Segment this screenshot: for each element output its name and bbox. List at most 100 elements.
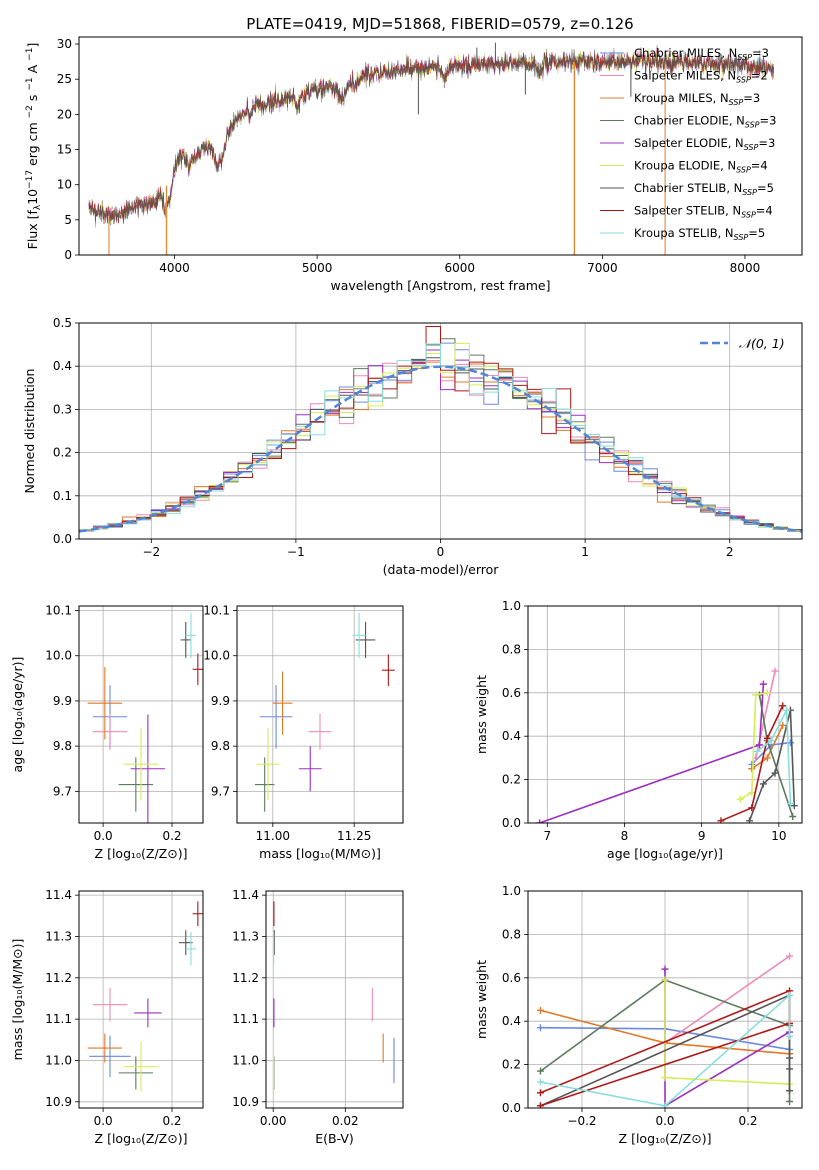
spectrum-legend: Chabrier MILES, NSSP=3 Salpeter MILES, NS…: [600, 46, 776, 242]
z_vs_mass-plot-area: [87, 901, 203, 1092]
y-tick-label: 0.0: [502, 1101, 521, 1115]
y-tick-label: 0.0: [502, 816, 521, 830]
y-axis-label: mass weight: [474, 960, 489, 1039]
errorbar-point: [352, 612, 366, 658]
weight-marker: [748, 765, 756, 773]
x-tick-label: −0.2: [567, 1114, 596, 1128]
legend-entry: Chabrier MILES, NSSP=3: [634, 46, 769, 62]
errorbar-point: [256, 728, 280, 801]
weight-marker: [759, 680, 767, 688]
y-tick-label: 0.8: [502, 642, 521, 656]
z_vs_age-axes: 0.0 0.2 9.7 9.8 9.9 10.0 10.1 Z [log₁₀(Z/Z⊙)] ag…: [10, 604, 204, 861]
errorbar-point: [87, 1033, 123, 1063]
spectrum-plot-area: [88, 42, 774, 255]
errorbar-point: [89, 1035, 131, 1077]
legend-entry: Kroupa STELIB, NSSP=5: [634, 226, 765, 242]
z_vs_weight-plot-area: [536, 952, 794, 1108]
errorbar-point: [308, 713, 332, 750]
y-tick-label: 0.8: [502, 927, 521, 941]
y-tick-label: 0.1: [53, 489, 72, 503]
errorbar-point: [259, 685, 293, 749]
y-tick-label: 10: [57, 178, 72, 192]
axes-frame: [527, 605, 803, 824]
weight-series-line: [539, 684, 765, 823]
errorbar-point: [298, 746, 322, 792]
y-tick-label: 10.0: [45, 649, 72, 663]
y-tick-label: 9.8: [211, 739, 230, 753]
z_vs_mass-axes: 0.0 0.2 10.9 11.0 11.1 11.2 11.3 11.4 Z [log₁₀(Z…: [10, 888, 204, 1146]
weight-marker: [536, 1006, 544, 1014]
y-tick-label: 0.6: [502, 971, 521, 985]
y-tick-label: 9.9: [211, 694, 230, 708]
errorbar-point: [123, 728, 159, 801]
y-tick-label: 0.4: [502, 729, 521, 743]
errorbar-point: [185, 612, 197, 658]
x-tick-label: 0.0: [94, 1114, 113, 1128]
legend-entry: Chabrier STELIB, NSSP=5: [634, 181, 774, 197]
y-tick-label: 0.0: [53, 532, 72, 546]
x-tick-label: 6000: [444, 261, 475, 275]
errorbar-point: [134, 998, 162, 1028]
x-axis-label: age [log₁₀(age/yr)]: [607, 846, 723, 861]
weight-marker: [661, 1102, 669, 1108]
x-tick-label: 7000: [587, 261, 618, 275]
legend-entry: Salpeter ELODIE, NSSP=3: [634, 136, 775, 152]
axes-frame: [527, 890, 803, 1109]
x-axis-label: wavelength [Angstrom, rest frame]: [330, 278, 550, 293]
axes-layer: 4000 5000 6000 7000 8000051015202530waveleng…: [10, 36, 803, 1146]
errorbar-point: [180, 621, 191, 658]
y-tick-label: 11.4: [232, 888, 259, 902]
residuals-plot-area: [79, 326, 802, 533]
axes-frame: [78, 605, 204, 824]
x-tick-label: 1: [581, 545, 589, 559]
y-tick-label: 11.2: [232, 971, 259, 985]
errorbar-point: [381, 654, 395, 687]
weight-marker: [536, 1067, 544, 1075]
weight-marker: [752, 691, 760, 699]
weight-marker: [786, 1054, 794, 1062]
weight-series-line: [739, 692, 768, 800]
y-tick-label: 0.5: [53, 316, 72, 330]
y-tick-label: 20: [57, 107, 72, 121]
weight-series-line: [664, 969, 790, 1108]
weight-marker: [661, 1074, 669, 1082]
x-axis-label: (data-model)/error: [383, 562, 500, 577]
errorbar-point: [272, 671, 293, 735]
y-tick-label: 0.2: [502, 773, 521, 787]
x-tick-label: 0.2: [738, 1114, 757, 1128]
errorbar-point: [254, 757, 275, 812]
spectrum-series-line: [88, 49, 774, 224]
y-tick-label: 10.1: [203, 604, 230, 618]
x-axis-label: Z [log₁₀(Z/Z⊙)]: [619, 1131, 712, 1146]
x-tick-label: 2: [726, 545, 734, 559]
weight-marker: [786, 991, 794, 999]
errorbar-point: [92, 713, 128, 750]
y-tick-label: 0.4: [502, 1014, 521, 1028]
axes-frame: [78, 890, 204, 1109]
spectrum-axes: 4000 5000 6000 7000 8000 0 5 10 15 20 25 30 waveleng…: [25, 36, 803, 293]
errorbar-point: [178, 930, 193, 956]
weight-marker: [771, 769, 779, 777]
legend-entry: Kroupa ELODIE, NSSP=4: [634, 159, 768, 175]
age_vs_weight-axes: 7 8 9 10 0.0 0.2 0.4 0.6 0.8 1.0 age [log₁₀(age/yr…: [474, 599, 803, 861]
x-tick-label: 11.00: [256, 829, 290, 843]
weight-marker: [783, 706, 791, 714]
errorbar-point: [92, 988, 128, 1022]
weight-series-line: [720, 705, 784, 822]
y-tick-label: 9.7: [211, 784, 230, 798]
axes-frame: [78, 322, 803, 540]
ebv_vs_mass-plot-area: [273, 901, 395, 1092]
weight-marker: [736, 795, 744, 803]
y-tick-label: 10.1: [45, 604, 72, 618]
weight-marker: [661, 976, 669, 984]
y-tick-label: 11.3: [45, 929, 72, 943]
weight-marker: [746, 817, 754, 823]
weight-marker: [759, 780, 767, 788]
y-tick-label: 25: [57, 72, 72, 86]
y-axis-label: Normed distribution: [22, 369, 37, 494]
y-tick-label: 11.1: [45, 1012, 72, 1026]
x-tick-label: −2: [142, 545, 160, 559]
y-tick-label: 11.2: [45, 971, 72, 985]
figure-title: PLATE=0419, MJD=51868, FIBERID=0579, z=0…: [246, 15, 633, 33]
age_vs_weight-plot-area: [536, 667, 798, 823]
